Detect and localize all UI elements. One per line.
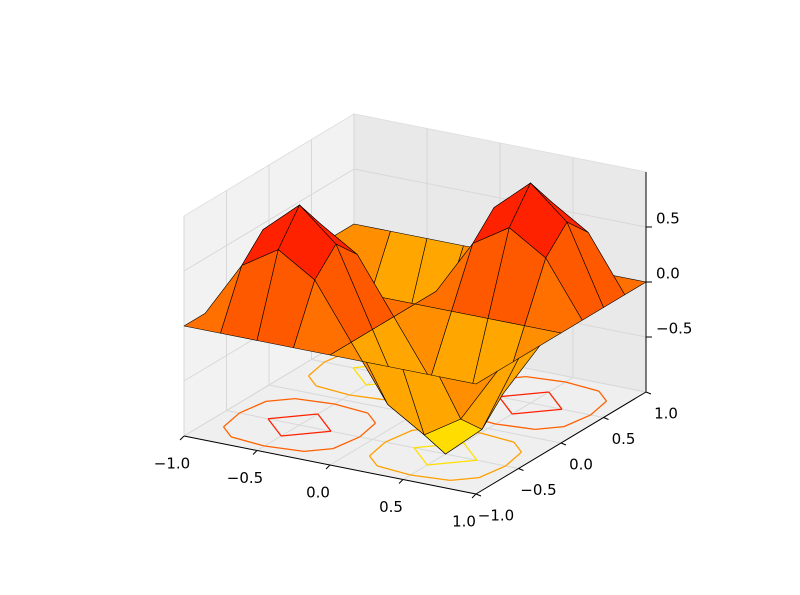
tick-mark — [603, 417, 609, 420]
contour-line — [315, 385, 350, 396]
contour-line — [267, 418, 282, 437]
contour-line — [498, 391, 549, 398]
tick-mark — [179, 435, 185, 441]
contour-line — [294, 397, 335, 405]
y-tick-label: 0.0 — [569, 456, 593, 474]
contour-line — [334, 403, 369, 414]
tick-mark — [398, 479, 404, 484]
contour-line — [317, 413, 332, 432]
tick-mark — [645, 391, 652, 395]
contour-line — [450, 476, 480, 482]
contour-line — [304, 447, 334, 453]
contour-line — [535, 425, 565, 431]
x-tick-label: 1.0 — [452, 513, 476, 531]
contour-line — [478, 465, 506, 479]
contour-line — [264, 445, 305, 453]
contour-line — [548, 391, 563, 410]
tick-mark — [560, 442, 567, 446]
x-tick-label: −0.5 — [227, 469, 263, 487]
contour-line — [376, 465, 411, 476]
contour-line — [463, 442, 478, 461]
axis-line — [475, 391, 647, 495]
contour-line — [352, 367, 367, 386]
z-tick-label: 0.5 — [656, 210, 680, 228]
contour-line — [281, 430, 332, 437]
contour-line — [427, 459, 478, 466]
contour-line — [512, 408, 563, 415]
contour-line — [223, 412, 240, 428]
contour-line — [222, 426, 232, 438]
grid-line — [183, 168, 355, 272]
contour-line — [505, 451, 522, 467]
contour-line — [359, 422, 376, 438]
tick-mark — [252, 450, 258, 455]
y-tick-label: −1.0 — [478, 507, 514, 525]
contour-line — [525, 375, 566, 383]
contour-line — [369, 441, 386, 457]
contour-line — [598, 390, 608, 402]
x-tick-label: 0.5 — [379, 498, 403, 516]
grid-line — [353, 168, 647, 228]
contour-line — [367, 412, 377, 424]
contour-line — [368, 455, 378, 467]
contour-line — [590, 400, 607, 416]
z-tick-label: −0.5 — [656, 320, 692, 338]
tick-mark — [471, 493, 477, 499]
contour-line — [267, 413, 318, 420]
grid-line — [226, 410, 519, 469]
contour-line — [513, 441, 523, 453]
contour-line — [349, 394, 390, 402]
surface-patch — [439, 370, 498, 420]
contour-line — [230, 436, 265, 447]
contour-line — [265, 397, 295, 403]
contour-line — [239, 400, 267, 414]
x-tick-label: −1.0 — [154, 455, 190, 473]
tick-mark — [475, 493, 482, 497]
x-tick-label: 0.0 — [306, 484, 330, 502]
z-tick-label: 0.0 — [656, 265, 680, 283]
contour-line — [565, 381, 600, 392]
axis-line — [183, 435, 477, 495]
contour-line — [308, 361, 325, 377]
contour-line — [307, 375, 317, 387]
contour-line — [495, 423, 536, 431]
y-tick-label: 1.0 — [654, 405, 678, 423]
tick-mark — [518, 468, 524, 471]
contour-line — [498, 396, 513, 415]
contour-line — [385, 429, 413, 443]
contour-line — [410, 474, 451, 482]
y-tick-label: 0.5 — [612, 430, 636, 448]
contour-line — [332, 436, 360, 450]
y-tick-label: −0.5 — [520, 481, 556, 499]
contour-line — [413, 447, 428, 466]
contour-line — [480, 432, 515, 443]
tick-mark — [325, 464, 331, 470]
contour-line — [563, 414, 591, 428]
